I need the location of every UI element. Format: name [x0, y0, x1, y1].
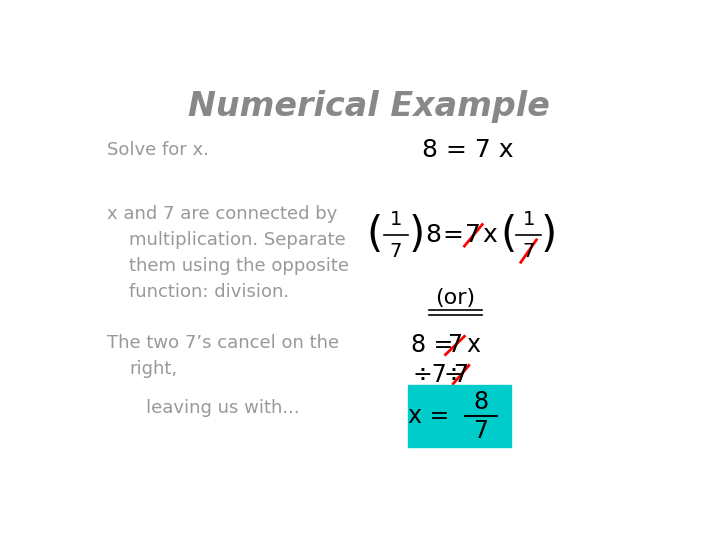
Text: 7: 7 [390, 241, 402, 261]
Text: x =: x = [408, 404, 449, 428]
Text: 8 = 7 x: 8 = 7 x [422, 138, 513, 162]
Text: (: ( [366, 214, 383, 256]
Text: them using the opposite: them using the opposite [129, 257, 349, 275]
Text: 7: 7 [447, 334, 462, 357]
Text: =: = [442, 223, 463, 247]
Text: 7: 7 [465, 223, 481, 247]
Text: function: division.: function: division. [129, 283, 289, 301]
Text: 8: 8 [426, 223, 441, 247]
Text: x and 7 are connected by: x and 7 are connected by [107, 206, 337, 224]
Text: right,: right, [129, 360, 177, 378]
Text: 1: 1 [523, 210, 535, 229]
Text: Numerical Example: Numerical Example [188, 90, 550, 123]
Text: ): ) [541, 214, 557, 256]
Text: 7: 7 [473, 418, 488, 443]
Text: 8: 8 [473, 389, 488, 414]
Text: Solve for x.: Solve for x. [107, 141, 209, 159]
Text: x: x [467, 334, 481, 357]
FancyBboxPatch shape [408, 385, 511, 447]
Text: (or): (or) [436, 288, 475, 308]
Text: leaving us with...: leaving us with... [145, 399, 300, 417]
Text: multiplication. Separate: multiplication. Separate [129, 231, 346, 249]
Text: 7: 7 [523, 241, 535, 261]
Text: 7: 7 [454, 362, 469, 387]
Text: ÷: ÷ [444, 362, 463, 387]
Text: ÷7: ÷7 [413, 362, 447, 387]
Text: 8 =: 8 = [411, 334, 453, 357]
Text: The two 7’s cancel on the: The two 7’s cancel on the [107, 334, 339, 353]
Text: 1: 1 [390, 210, 402, 229]
Text: (: ( [500, 214, 517, 256]
Text: x: x [482, 223, 498, 247]
Text: ): ) [409, 214, 425, 256]
